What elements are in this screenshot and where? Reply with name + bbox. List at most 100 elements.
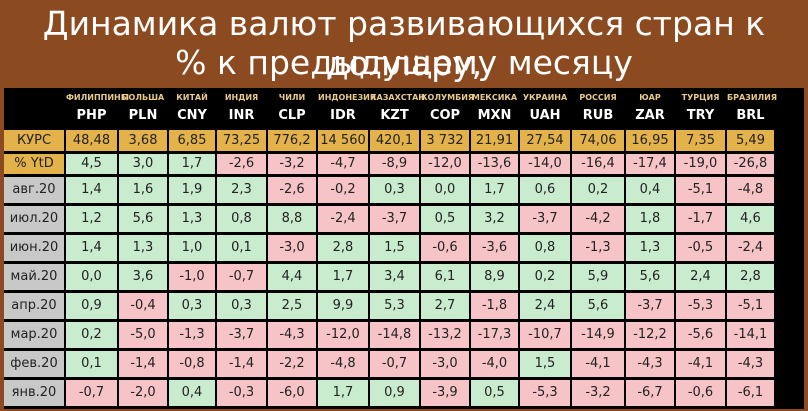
table-cell: 3,4 xyxy=(370,264,419,290)
table-cell: 0,2 xyxy=(520,264,570,290)
table-cell: 5,6 xyxy=(572,293,624,319)
table-cell: 3,2 xyxy=(471,206,518,232)
table-cell: -0,7 xyxy=(217,264,266,290)
table-cell: 2,8 xyxy=(318,235,368,261)
table-cell: 0,8 xyxy=(520,235,570,261)
rate-value: 7,35 xyxy=(676,130,725,151)
table-cell: -4,1 xyxy=(676,351,725,377)
month-label: апр.20 xyxy=(4,293,64,319)
table-cell: 0,0 xyxy=(66,264,117,290)
table-cell: -4,8 xyxy=(727,177,774,203)
table-cell: -5,3 xyxy=(520,380,570,406)
table-cell: -1,4 xyxy=(119,351,167,377)
rate-value: 16,95 xyxy=(626,130,674,151)
table-cell: 0,3 xyxy=(370,177,419,203)
table-cell: 1,8 xyxy=(626,206,674,232)
currency-code: PHP xyxy=(76,108,107,123)
table-cell: 0,1 xyxy=(66,351,117,377)
table-cell: 1,2 xyxy=(66,206,117,232)
country-label: БРАЗИЛИЯ xyxy=(727,93,778,102)
table-cell: 1,7 xyxy=(318,380,368,406)
table-cell: -3,2 xyxy=(572,380,624,406)
rate-value: 5,49 xyxy=(727,130,774,151)
country-label: РОССИЯ xyxy=(579,93,617,102)
country-label: КОЛУМБИЯ xyxy=(421,93,475,102)
table-cell: 0,9 xyxy=(370,380,419,406)
currency-code: TRY xyxy=(686,108,715,123)
country-label: ТУРЦИЯ xyxy=(681,93,720,102)
table-cell: 2,5 xyxy=(268,293,316,319)
currency-table: КУРС % YtD ФИЛИППИНЫ PHP 48,48 4,5 ПОЛЬША PLN 3,… xyxy=(4,88,804,409)
table-cell: -2,0 xyxy=(119,380,167,406)
table-cell: 0,4 xyxy=(169,380,215,406)
table-cell: -5,0 xyxy=(119,322,167,348)
table-cell: 1,3 xyxy=(169,206,215,232)
chart-title: Динамика валют развивающихся стран к дол… xyxy=(0,0,808,86)
table-cell: -1,0 xyxy=(169,264,215,290)
table-cell: -14,8 xyxy=(370,322,419,348)
currency-code: CNY xyxy=(177,108,207,123)
table-cell: -0,7 xyxy=(370,351,419,377)
table-cell: 4,6 xyxy=(727,206,774,232)
rate-value: 776,2 xyxy=(268,130,316,151)
table-cell: -3,6 xyxy=(471,235,518,261)
currency-code: PLN xyxy=(128,108,158,123)
ytd-value: 1,7 xyxy=(169,154,215,174)
table-cell: -3,7 xyxy=(520,206,570,232)
country-label: ИНДОНЕЗИЯ xyxy=(318,93,377,102)
table-cell: -4,2 xyxy=(572,206,624,232)
ytd-row-label: % YtD xyxy=(4,154,64,174)
table-cell: -14,1 xyxy=(727,322,774,348)
table-cell: -1,8 xyxy=(471,293,518,319)
table-cell: -4,3 xyxy=(727,351,774,377)
table-cell: -5,1 xyxy=(676,177,725,203)
table-cell: 1,5 xyxy=(370,235,419,261)
country-label: ИНДИЯ xyxy=(224,93,259,102)
table-cell: -3,0 xyxy=(421,351,469,377)
table-cell: -12,2 xyxy=(626,322,674,348)
table-cell: -0,8 xyxy=(169,351,215,377)
rate-value: 27,54 xyxy=(520,130,570,151)
table-cell: -2,4 xyxy=(318,206,368,232)
table-cell: -4,3 xyxy=(626,351,674,377)
country-label: ЧИЛИ xyxy=(278,93,306,102)
ytd-value: -3,2 xyxy=(268,154,316,174)
table-cell: -3,7 xyxy=(626,293,674,319)
table-cell: -4,8 xyxy=(318,351,368,377)
table-cell: -10,7 xyxy=(520,322,570,348)
table-cell: 1,5 xyxy=(520,351,570,377)
currency-code: ZAR xyxy=(635,108,665,123)
ytd-value: -13,6 xyxy=(471,154,518,174)
country-label: ПОЛЬША xyxy=(121,93,165,102)
currency-code: INR xyxy=(228,108,255,123)
table-cell: -5,6 xyxy=(676,322,725,348)
ytd-value: -26,8 xyxy=(727,154,774,174)
table-cell: 1,3 xyxy=(119,235,167,261)
table-cell: -1,3 xyxy=(572,235,624,261)
table-cell: 0,3 xyxy=(217,293,266,319)
ytd-value: 3,0 xyxy=(119,154,167,174)
table-cell: -0,7 xyxy=(66,380,117,406)
table-cell: 8,8 xyxy=(268,206,316,232)
currency-code: CLP xyxy=(278,108,306,123)
table-cell: 6,1 xyxy=(421,264,469,290)
table-cell: 2,8 xyxy=(727,264,774,290)
table-cell: -1,4 xyxy=(217,351,266,377)
table-cell: -3,9 xyxy=(421,380,469,406)
month-label: май.20 xyxy=(4,264,64,290)
table-cell: 0,8 xyxy=(217,206,266,232)
table-cell: 1,4 xyxy=(66,177,117,203)
table-cell: 0,1 xyxy=(217,235,266,261)
table-cell: 1,3 xyxy=(626,235,674,261)
currency-code: UAH xyxy=(529,108,561,123)
table-cell: -13,2 xyxy=(421,322,469,348)
table-cell: 1,9 xyxy=(169,177,215,203)
table-cell: 1,7 xyxy=(471,177,518,203)
table-cell: 8,9 xyxy=(471,264,518,290)
table-cell: 0,2 xyxy=(66,322,117,348)
table-cell: 3,6 xyxy=(119,264,167,290)
table-cell: -4,0 xyxy=(471,351,518,377)
month-label: июл.20 xyxy=(4,206,64,232)
table-cell: -0,2 xyxy=(318,177,368,203)
table-cell: 0,6 xyxy=(520,177,570,203)
